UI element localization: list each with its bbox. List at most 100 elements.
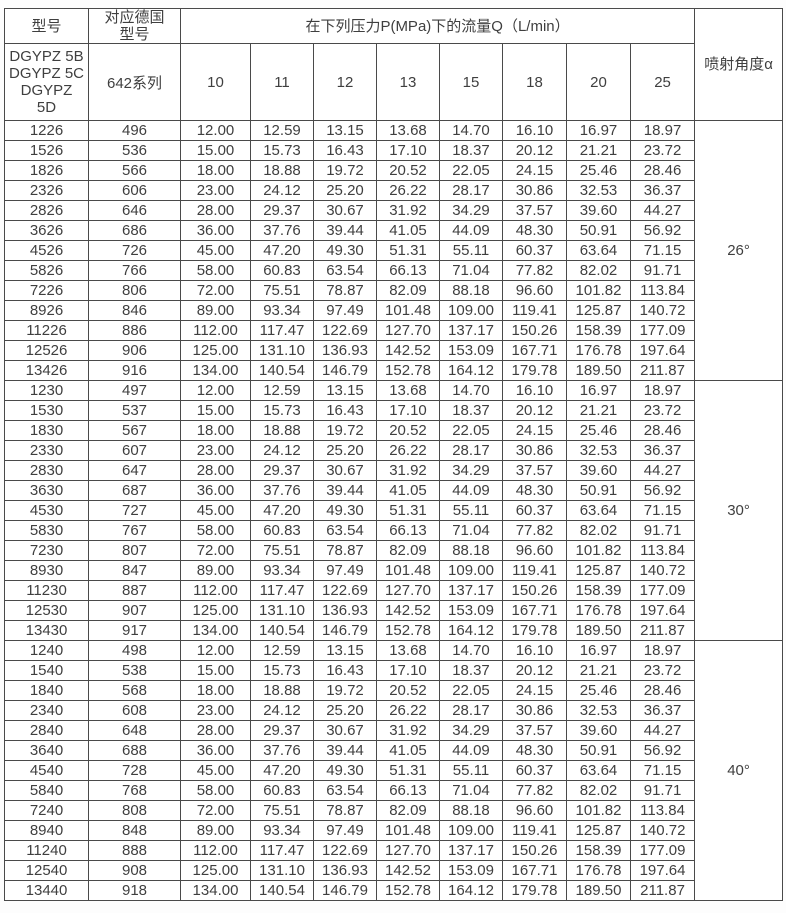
flow-cell-p13: 13.68 xyxy=(376,120,440,141)
flow-cell-p11: 29.37 xyxy=(250,460,314,481)
header-row-1: 型号 对应德国型号 在下列压力P(MPa)下的流量Q（L/min） 喷射角度α xyxy=(4,8,784,121)
pressure-header-25: 25 xyxy=(629,43,696,121)
flow-cell-p12: 49.30 xyxy=(313,240,377,261)
german-model-cell: 918 xyxy=(88,880,181,901)
model-cell: 1540 xyxy=(4,660,89,681)
flow-cell-p11: 93.34 xyxy=(250,560,314,581)
flow-cell-p18: 167.71 xyxy=(502,600,567,621)
german-model-cell: 727 xyxy=(88,500,181,521)
flow-cell-p10: 112.00 xyxy=(180,320,251,341)
table-row: 2330 607 23.00 24.12 25.20 26.22 28.17 30.86 32.… xyxy=(4,440,783,461)
pressure-header-20: 20 xyxy=(566,43,631,121)
model-cell: 12530 xyxy=(4,600,89,621)
flow-cell-p13: 17.10 xyxy=(376,660,440,681)
flow-cell-p13: 101.48 xyxy=(376,560,440,581)
flow-cell-p20: 21.21 xyxy=(566,660,631,681)
flow-cell-p20: 189.50 xyxy=(566,360,631,381)
table-row: 1540 538 15.00 15.73 16.43 17.10 18.37 20.12 21.… xyxy=(4,660,783,681)
flow-cell-p12: 19.72 xyxy=(313,160,377,181)
flow-cell-p13: 26.22 xyxy=(376,700,440,721)
flow-cell-p15: 18.37 xyxy=(439,400,503,421)
flow-cell-p20: 21.21 xyxy=(566,400,631,421)
german-model-cell: 808 xyxy=(88,800,181,821)
model-cell: 1826 xyxy=(4,160,89,181)
flow-cell-p15: 137.17 xyxy=(439,320,503,341)
flow-cell-p11: 12.59 xyxy=(250,380,314,401)
table-row: 13430 917 134.00 140.54 146.79 152.78 164.12 17… xyxy=(4,620,783,641)
flow-cell-p12: 78.87 xyxy=(313,540,377,561)
flow-cell-p12: 122.69 xyxy=(313,580,377,601)
flow-cell-p11: 15.73 xyxy=(250,660,314,681)
flow-cell-p25: 91.71 xyxy=(629,780,696,801)
flow-cell-p20: 25.46 xyxy=(566,420,631,441)
flow-cell-p13: 20.52 xyxy=(376,420,440,441)
flow-cell-p20: 101.82 xyxy=(566,800,631,821)
flow-cell-p12: 63.54 xyxy=(313,780,377,801)
model-cell: 8930 xyxy=(4,560,89,581)
flow-cell-p20: 176.78 xyxy=(566,600,631,621)
flow-cell-p11: 140.54 xyxy=(250,360,314,381)
flow-cell-p25: 71.15 xyxy=(629,500,696,521)
flow-cell-p13: 13.68 xyxy=(376,640,440,661)
flow-cell-p25: 71.15 xyxy=(629,240,696,261)
flow-cell-p11: 131.10 xyxy=(250,340,314,361)
german-model-cell: 728 xyxy=(88,760,181,781)
flow-cell-p12: 146.79 xyxy=(313,360,377,381)
flow-cell-p12: 122.69 xyxy=(313,320,377,341)
flow-cell-p12: 39.44 xyxy=(313,740,377,761)
flow-cell-p15: 153.09 xyxy=(439,860,503,881)
flow-cell-p18: 20.12 xyxy=(502,400,567,421)
german-model-cell: 647 xyxy=(88,460,181,481)
flow-cell-p25: 56.92 xyxy=(629,480,696,501)
flow-cell-p15: 88.18 xyxy=(439,280,503,301)
flow-cell-p20: 25.46 xyxy=(566,160,631,181)
model-cell: 4530 xyxy=(4,500,89,521)
flow-cell-p12: 78.87 xyxy=(313,800,377,821)
flow-cell-p10: 45.00 xyxy=(180,500,251,521)
flow-cell-p25: 177.09 xyxy=(629,840,696,861)
flow-cell-p11: 93.34 xyxy=(250,300,314,321)
pressure-header-10: 10 xyxy=(180,43,251,121)
flow-cell-p25: 113.84 xyxy=(629,800,696,821)
flow-cell-p18: 179.78 xyxy=(502,620,567,641)
flow-cell-p25: 211.87 xyxy=(629,360,696,381)
german-model-cell: 908 xyxy=(88,860,181,881)
flow-cell-p12: 19.72 xyxy=(313,420,377,441)
flow-cell-p18: 150.26 xyxy=(502,320,567,341)
flow-cell-p18: 24.15 xyxy=(502,680,567,701)
flow-cell-p12: 146.79 xyxy=(313,880,377,901)
flow-cell-p18: 167.71 xyxy=(502,340,567,361)
flow-cell-p15: 71.04 xyxy=(439,520,503,541)
flow-cell-p25: 177.09 xyxy=(629,320,696,341)
german-model-cell: 497 xyxy=(88,380,181,401)
german-model-cell: 766 xyxy=(88,260,181,281)
flow-cell-p15: 28.17 xyxy=(439,440,503,461)
flow-cell-p15: 109.00 xyxy=(439,560,503,581)
model-cell: 11240 xyxy=(4,840,89,861)
model-cell: 1840 xyxy=(4,680,89,701)
flow-cell-p20: 125.87 xyxy=(566,300,631,321)
flow-cell-p12: 19.72 xyxy=(313,680,377,701)
flow-cell-p12: 16.43 xyxy=(313,400,377,421)
german-model-cell: 646 xyxy=(88,200,181,221)
pressure-header-12: 12 xyxy=(313,43,377,121)
spray-angle-cell: 30° xyxy=(694,380,784,641)
flow-cell-p20: 101.82 xyxy=(566,280,631,301)
flow-cell-p15: 34.29 xyxy=(439,200,503,221)
flow-cell-p25: 140.72 xyxy=(629,820,696,841)
flow-cell-p20: 16.97 xyxy=(566,120,631,141)
flow-cell-p18: 37.57 xyxy=(502,460,567,481)
flow-cell-p13: 152.78 xyxy=(376,620,440,641)
model-cell: 5830 xyxy=(4,520,89,541)
flow-cell-p15: 34.29 xyxy=(439,720,503,741)
flow-cell-p20: 63.64 xyxy=(566,500,631,521)
table-row: 4530 727 45.00 47.20 49.30 51.31 55.11 60.37 63.… xyxy=(4,500,783,521)
flow-cell-p15: 14.70 xyxy=(439,380,503,401)
flow-cell-p10: 89.00 xyxy=(180,560,251,581)
flow-cell-p11: 75.51 xyxy=(250,800,314,821)
table-row: 11226 886 112.00 117.47 122.69 127.70 137.17 15… xyxy=(4,320,783,341)
model-cell: 8926 xyxy=(4,300,89,321)
flow-cell-p25: 211.87 xyxy=(629,620,696,641)
flow-cell-p12: 16.43 xyxy=(313,660,377,681)
flow-cell-p13: 127.70 xyxy=(376,580,440,601)
